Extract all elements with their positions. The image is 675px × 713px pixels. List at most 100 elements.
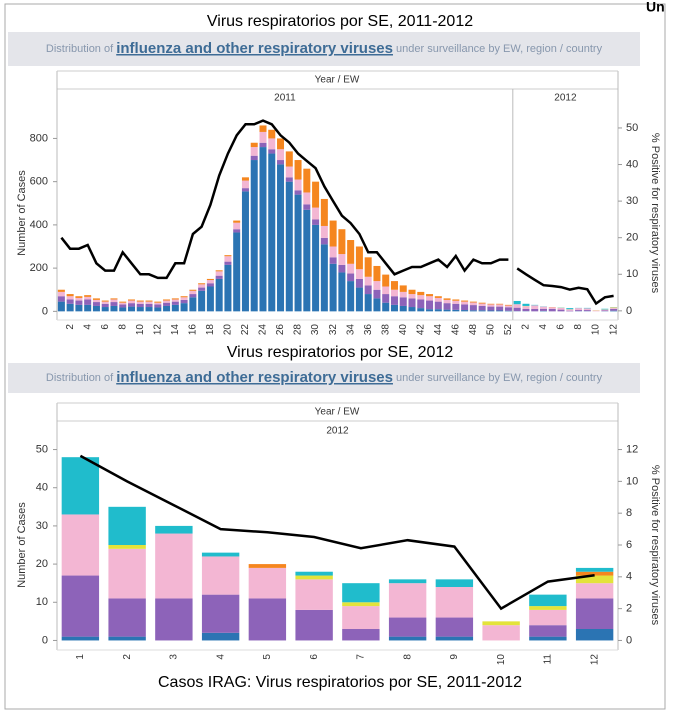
x-tick-label: 50 (486, 324, 497, 336)
bar-segment (277, 164, 285, 312)
x-tick-label: 22 (240, 324, 251, 336)
y-tick-label: 800 (30, 132, 48, 144)
y-tick-label: 30 (36, 520, 48, 532)
x-tick-label: 5 (262, 654, 273, 660)
bar-segment (373, 281, 381, 290)
bar-segment (338, 229, 346, 255)
panel-label: 2011 (274, 93, 296, 104)
bar-segment (435, 579, 474, 587)
bar-segment (206, 280, 214, 284)
bar-segment (610, 310, 618, 312)
bar-segment (575, 583, 614, 599)
bar-segment (136, 300, 144, 302)
bar-segment (171, 304, 179, 312)
bar-segment (215, 278, 223, 312)
bar-segment (388, 617, 427, 637)
bar-segment (294, 194, 302, 312)
bar-segment (259, 131, 267, 143)
bar-segment (355, 269, 363, 279)
bar-segment (241, 180, 249, 189)
x-tick-label: 12 (152, 324, 163, 336)
line-series (79, 454, 595, 611)
x-tick-label: 48 (468, 324, 479, 336)
bar-segment (529, 636, 567, 641)
bar-segment (198, 283, 206, 285)
chart-title: Virus respiratorios por SE, 2012 (227, 344, 454, 361)
bar-segment (285, 181, 293, 312)
x-tick-label: 24 (258, 324, 269, 336)
bar-segment (610, 308, 618, 311)
bar-segment (295, 609, 333, 641)
bar-segment (154, 302, 162, 305)
bar-segment (268, 138, 276, 150)
bar-segment (487, 304, 495, 307)
bar-segment (522, 306, 530, 309)
bar-segment (539, 308, 547, 311)
bar-segment (355, 278, 363, 288)
bar-segment (443, 303, 451, 310)
x-tick-label: 10 (591, 324, 602, 336)
bar-segment (250, 142, 258, 148)
bar-segment (408, 298, 416, 308)
bar-segment (189, 294, 197, 298)
bar-segment (408, 307, 416, 312)
x-tick-label: 16 (188, 324, 199, 336)
bar-segment (163, 305, 171, 312)
bar-segment (57, 291, 65, 297)
bar-segment (539, 306, 547, 309)
bar-segment (92, 298, 100, 300)
y-tick-label: 0 (42, 305, 48, 317)
bar-segment (66, 296, 74, 300)
bar-segment (338, 254, 346, 265)
bar-segment (128, 303, 136, 307)
bar-segment (110, 298, 118, 300)
bar-segment (285, 166, 293, 178)
bar-segment (201, 632, 240, 641)
bar-segment (268, 153, 276, 312)
bar-segment (155, 525, 193, 534)
bar-segment (136, 303, 144, 308)
bar-segment (198, 284, 206, 288)
bar-segment (163, 300, 171, 303)
bar-segment (482, 625, 520, 641)
x-tick-label: 7 (356, 654, 367, 660)
bar-segment (84, 299, 92, 305)
bar-segment (601, 310, 609, 312)
bar-segment (426, 309, 434, 312)
bar-segment (482, 621, 520, 626)
bar-segment (504, 304, 512, 306)
x-tick-label: 8 (573, 324, 584, 330)
x-tick-label: 2 (65, 324, 76, 330)
bar-segment (373, 289, 381, 299)
bar-segment (206, 278, 214, 281)
bar-segment (347, 281, 355, 312)
bar-segment (461, 304, 469, 311)
bar-segment (66, 303, 74, 312)
y2-tick-label: 6 (626, 539, 632, 551)
bar-segment (145, 301, 153, 304)
bar-segment (145, 307, 153, 312)
bar-segment (92, 299, 100, 303)
bar-segment (224, 261, 232, 265)
x-tick-label: 1 (75, 654, 86, 660)
x-tick-label: 12 (589, 654, 600, 666)
bar-segment (248, 567, 287, 599)
bar-segment (108, 548, 146, 599)
bar-segment (417, 291, 425, 296)
y2-tick-label: 8 (626, 507, 632, 519)
bar-segment (250, 155, 258, 161)
bar-segment (566, 309, 574, 311)
bar-segment (338, 264, 346, 273)
bar-segment (303, 168, 311, 193)
bar-segment (452, 309, 460, 312)
bar-segment (75, 297, 83, 301)
bar-segment (248, 564, 287, 568)
x-tick-label: 4 (215, 654, 226, 660)
bar-segment (154, 307, 162, 312)
bar-segment (566, 308, 574, 310)
bar-segment (295, 575, 333, 580)
bar-segment (215, 270, 223, 272)
y-tick-label: 600 (30, 176, 48, 188)
